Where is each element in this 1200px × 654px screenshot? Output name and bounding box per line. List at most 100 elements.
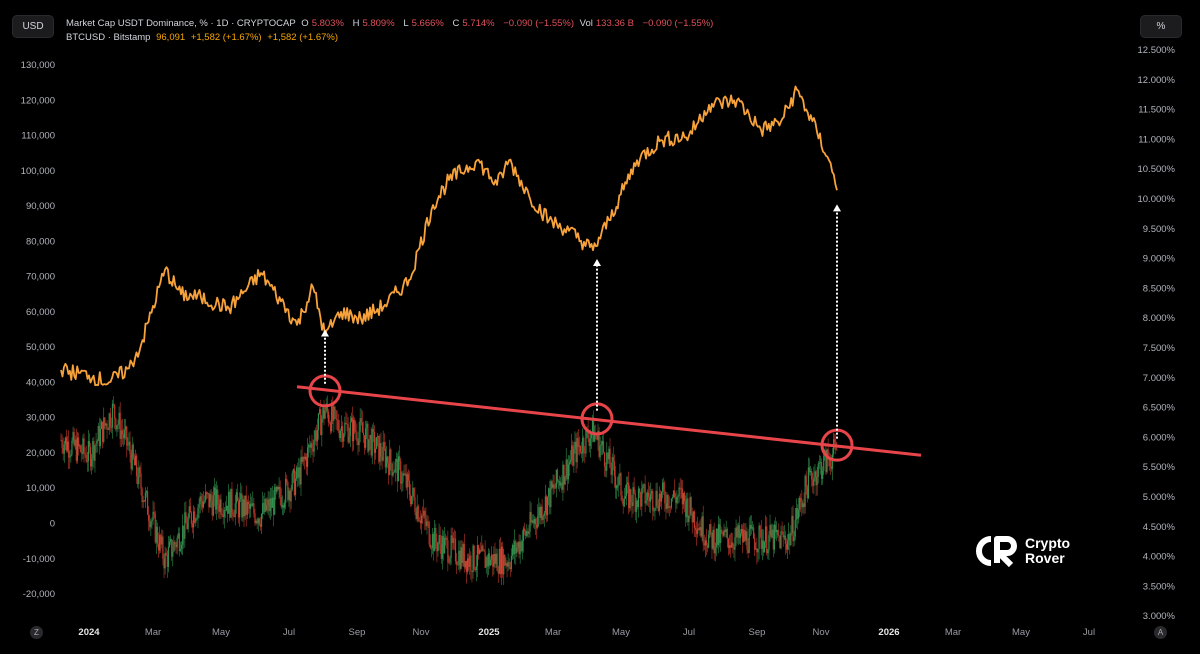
candle-body — [644, 484, 646, 504]
candle-body — [785, 543, 788, 550]
candle-body — [62, 448, 64, 454]
candle-body — [614, 476, 617, 489]
candle-body — [761, 540, 763, 549]
candle-body — [537, 516, 539, 528]
candle-body — [413, 487, 415, 498]
candle-body — [571, 445, 573, 460]
candle-body — [681, 488, 683, 505]
candle-body — [465, 560, 468, 572]
candle-body — [692, 511, 694, 523]
candle-body — [705, 540, 708, 546]
candle-body — [495, 553, 497, 564]
candle-body — [619, 473, 621, 476]
candle-body — [166, 554, 168, 568]
candle-body — [560, 482, 562, 486]
candle-body — [555, 469, 557, 488]
candle-body — [281, 504, 283, 508]
candle-body — [248, 504, 251, 509]
candle-body — [385, 456, 388, 468]
candle-body — [482, 545, 484, 550]
x-axis-tick: Nov — [813, 627, 830, 638]
x-axis-tick: Jul — [283, 627, 295, 638]
candle-body — [580, 452, 583, 454]
candle-body — [434, 527, 436, 552]
candle-body — [265, 498, 267, 511]
candle-body — [361, 422, 363, 433]
candle-body — [676, 497, 678, 504]
candle-body — [191, 523, 194, 528]
candle-body — [115, 418, 117, 430]
candle-body — [386, 456, 389, 464]
candle-body — [390, 449, 392, 464]
candle-body — [704, 540, 706, 546]
percent-scale-button[interactable]: % — [1140, 15, 1182, 38]
candle-body — [791, 515, 793, 533]
candle-body — [383, 442, 385, 449]
candle-body — [736, 527, 738, 538]
candle-body — [556, 469, 559, 482]
candle-body — [188, 506, 190, 518]
candle-body — [815, 471, 817, 486]
candle-body — [584, 451, 586, 454]
legend-btcusd[interactable]: BTCUSD · Bitstamp 96,091 +1,582 (+1.67%)… — [66, 31, 716, 45]
legend-usdt-dominance[interactable]: Market Cap USDT Dominance, % · 1D · CRYP… — [66, 17, 716, 31]
candle-body — [143, 500, 145, 502]
candle-body — [640, 492, 642, 507]
candle-body — [779, 535, 781, 549]
candle-body — [485, 557, 487, 568]
candle-body — [83, 438, 85, 453]
candle-body — [550, 481, 552, 508]
auto-scale-button[interactable]: A — [1154, 626, 1167, 639]
candle-body — [522, 528, 525, 542]
candle-body — [266, 504, 268, 511]
candle-body — [399, 456, 401, 462]
candle-body — [602, 441, 605, 453]
candle-body — [689, 497, 691, 516]
candle-body — [541, 506, 543, 521]
left-axis-tick: 110,000 — [21, 131, 55, 142]
candle-body — [416, 506, 418, 519]
candle-body — [68, 441, 70, 458]
candle-body — [117, 424, 119, 426]
x-axis-tick: May — [1012, 627, 1030, 638]
candle-body — [624, 496, 626, 499]
candle-body — [645, 500, 647, 504]
candle-body — [703, 543, 705, 546]
candle-body — [587, 429, 589, 440]
candle-body — [666, 494, 668, 510]
right-axis-tick: 4.500% — [1143, 522, 1176, 533]
volume-change: −0.090 (−1.55%) — [642, 18, 714, 29]
candle-body — [739, 533, 742, 539]
candle-body — [139, 467, 141, 474]
candle-body — [460, 547, 462, 569]
candle-body — [481, 545, 483, 552]
candle-body — [612, 457, 614, 462]
candle-body — [340, 426, 343, 431]
candle-body — [725, 528, 727, 532]
candle-body — [564, 476, 566, 485]
right-axis-tick: 9.000% — [1143, 254, 1176, 265]
candle-body — [817, 463, 819, 477]
candle-body — [714, 547, 716, 554]
candle-body — [271, 497, 274, 508]
x-axis-tick: 2026 — [878, 627, 899, 638]
candle-body — [451, 535, 453, 544]
candle-body — [237, 501, 240, 518]
volume-label: Vol — [579, 18, 593, 29]
zoom-reset-button[interactable]: Z — [30, 626, 43, 639]
candle-body — [653, 510, 655, 512]
candle-body — [72, 431, 74, 441]
candle-body — [321, 418, 323, 436]
currency-button[interactable]: USD — [12, 15, 54, 38]
candle-body — [69, 455, 71, 458]
candle-body — [601, 441, 603, 445]
candle-body — [430, 547, 433, 549]
candle-body — [443, 537, 446, 554]
candle-body — [362, 432, 365, 436]
candle-body — [263, 503, 265, 513]
candle-body — [435, 527, 437, 543]
candle-body — [691, 513, 693, 523]
candle-body — [160, 534, 162, 545]
candle-body — [728, 545, 731, 549]
